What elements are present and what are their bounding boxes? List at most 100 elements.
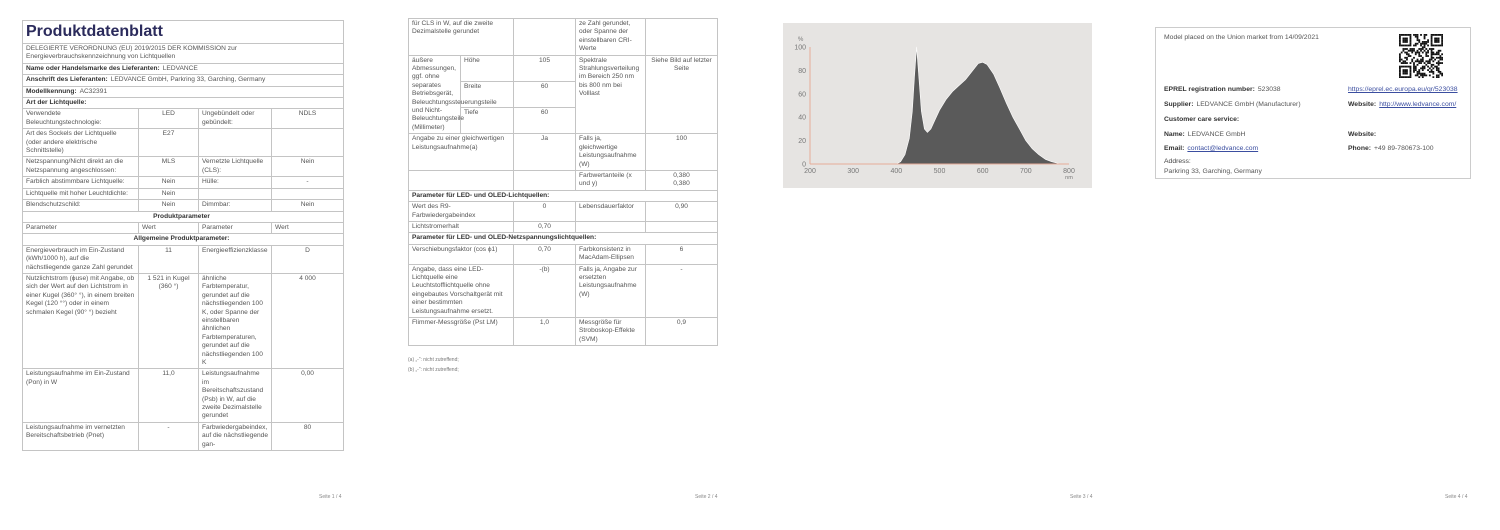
qr-module <box>1423 46 1426 49</box>
supplier-info-box: Model placed on the Union market from 14… <box>1155 27 1471 179</box>
page-3: 200 300 400 500 600 700 800 0 20 40 60 80 100% nm Sei… <box>750 0 1125 530</box>
cell-text: Netzspannung/Nicht direkt an die Netzspa… <box>26 158 124 174</box>
qr-module <box>1402 44 1405 47</box>
table-cell: - <box>645 263 718 319</box>
qr-module <box>1409 67 1412 70</box>
table-cell: E27 <box>138 128 199 158</box>
cell-label: Art der Lichtquelle: <box>26 99 87 107</box>
qr-module <box>1400 62 1403 64</box>
y-tick-label: 60 <box>798 91 806 98</box>
email-link[interactable]: contact@ledvance.com <box>1187 145 1259 152</box>
qr-module <box>1441 58 1443 61</box>
qr-module <box>1423 42 1426 45</box>
qr-module <box>1420 34 1422 36</box>
qr-module <box>1425 53 1428 56</box>
qr-module <box>1418 76 1421 78</box>
qr-module <box>1399 41 1401 43</box>
qr-code-icon[interactable] <box>1399 34 1443 78</box>
page-number: Seite 1 / 4 <box>319 494 342 500</box>
cell-text: 105 <box>538 56 550 64</box>
qr-module <box>1413 44 1415 47</box>
cell-text: 11 <box>165 246 172 254</box>
qr-module <box>1414 34 1417 36</box>
qr-module <box>1435 76 1438 78</box>
table-cell: Nein <box>138 187 199 201</box>
qr-module <box>1423 74 1426 77</box>
qr-module <box>1404 37 1407 40</box>
qr-module <box>1399 39 1401 42</box>
cell-text: Tiefe <box>464 109 479 117</box>
qr-module <box>1423 41 1426 43</box>
qr-module <box>1409 76 1412 78</box>
qr-module <box>1402 70 1405 73</box>
qr-module <box>1432 63 1435 66</box>
table-cell: 60 <box>513 80 576 109</box>
qr-module <box>1414 67 1417 70</box>
qr-module <box>1423 65 1426 68</box>
product-datasheet-table-2: für CLS in W, auf die zweite Dezimalstel… <box>408 18 718 347</box>
qr-module <box>1411 48 1414 50</box>
cell-text: Farbkonsistenz in MacAdam-Ellipsen <box>579 245 634 262</box>
table-row: Name oder Handelsmarke des Lieferanten: L… <box>22 62 344 76</box>
cell-text: D <box>305 246 310 254</box>
qr-module <box>1432 70 1435 73</box>
qr-module <box>1404 41 1407 43</box>
cell-text: AC32391 <box>79 87 108 95</box>
qr-module <box>1430 48 1433 50</box>
table-cell: 0,70 <box>513 220 576 234</box>
qr-module <box>1399 74 1401 77</box>
table-cell <box>198 187 272 201</box>
x-tick-label: 400 <box>890 168 902 175</box>
qr-module <box>1430 55 1433 57</box>
eprel-link[interactable]: https://eprel.ec.europa.eu/qr/523038 <box>1348 86 1458 93</box>
cell-text: 80 <box>303 423 312 431</box>
cell-text: Energieeffizienzklasse <box>202 246 268 254</box>
care-phone: Phone: +49 89-780673-100 <box>1348 145 1434 152</box>
qr-module <box>1416 37 1419 40</box>
qr-module <box>1421 46 1424 49</box>
qr-module <box>1420 72 1422 75</box>
qr-module <box>1434 39 1437 42</box>
qr-module <box>1430 41 1433 43</box>
table-row: Angabe zu einer gleichwertigen Leistungs… <box>408 133 718 171</box>
table-row: Parameter für LED- und OLED-Lichtquellen… <box>408 189 718 203</box>
table-cell: Parameter <box>198 221 272 235</box>
email-label: Email: <box>1164 145 1185 152</box>
qr-module <box>1421 51 1424 54</box>
table-cell: Ja <box>513 133 576 171</box>
qr-module <box>1402 60 1405 63</box>
footnote-a: (a) „-“: nicht zutreffend; <box>408 357 459 363</box>
y-tick-label: 20 <box>798 138 806 145</box>
qr-module <box>1420 60 1422 63</box>
qr-module <box>1437 49 1440 52</box>
qr-module <box>1416 35 1419 38</box>
cell-text: 0,70 <box>538 245 551 253</box>
qr-module <box>1400 34 1403 36</box>
qr-module <box>1428 48 1431 50</box>
cell-text: Nutzlichtstrom (ϕuse) mit Angabe, ob sic… <box>26 274 135 316</box>
qr-module <box>1399 70 1401 73</box>
qr-module <box>1400 44 1403 47</box>
qr-module <box>1437 70 1440 73</box>
qr-module <box>1435 56 1438 59</box>
qr-module <box>1414 53 1417 56</box>
qr-module <box>1427 49 1429 52</box>
qr-module <box>1435 34 1438 36</box>
qr-module <box>1421 42 1424 45</box>
cell-text: LEDVANCE GmbH, Parkring 33, Garching, Ge… <box>110 76 266 84</box>
qr-module <box>1409 72 1412 75</box>
qr-module <box>1421 67 1424 70</box>
qr-module <box>1402 49 1405 52</box>
table-cell <box>645 18 718 56</box>
qr-module <box>1430 37 1433 40</box>
y-tick-label: 80 <box>798 68 806 75</box>
cell-text: Verschiebungsfaktor (cos ϕ1) <box>412 245 498 253</box>
table-cell: 4 000 <box>270 272 344 370</box>
table-cell: NDLS <box>270 108 344 130</box>
table-cell: Leistungsaufnahme im Bereitschaftszustan… <box>198 368 272 423</box>
qr-module <box>1430 53 1433 56</box>
website-link[interactable]: http://www.ledvance.com/ <box>1379 101 1457 108</box>
qr-module <box>1430 70 1433 73</box>
qr-module <box>1421 56 1424 59</box>
supplier-value: LEDVANCE GmbH (Manufacturer) <box>1196 101 1301 108</box>
